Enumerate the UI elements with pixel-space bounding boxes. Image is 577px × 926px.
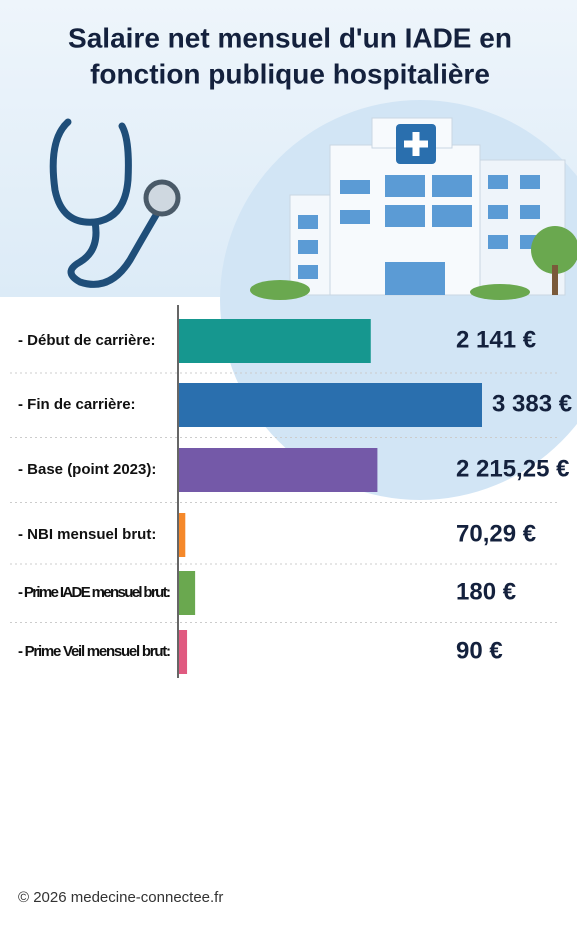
- value-label: 2 215,25 €: [456, 455, 569, 482]
- value-label: 180 €: [456, 578, 516, 605]
- value-label: 90 €: [456, 637, 503, 664]
- value-label: 2 141 €: [456, 326, 536, 353]
- bar: [179, 571, 196, 615]
- chart-title-line: Salaire net mensuel d'un IADE en: [68, 22, 512, 53]
- category-label: - Base (point 2023):: [18, 461, 156, 478]
- footer: © 2026 medecine-connectee.fr: [18, 889, 223, 906]
- stethoscope: [49, 118, 181, 288]
- bar: [179, 630, 188, 674]
- hospital: [250, 117, 577, 300]
- category-label: - Fin de carrière:: [18, 396, 136, 413]
- bar: [179, 319, 371, 363]
- bar: [179, 513, 186, 557]
- chart-title-line: fonction publique hospitalière: [90, 58, 490, 89]
- category-label: - Prime Veil mensuel brut:: [18, 643, 171, 660]
- category-label: - NBI mensuel brut:: [18, 526, 156, 543]
- bar: [179, 383, 482, 427]
- category-label: - Début de carrière:: [18, 332, 156, 349]
- value-label: 70,29 €: [456, 520, 536, 547]
- category-label: - Prime IADE mensuel brut:: [18, 584, 171, 601]
- bar: [179, 448, 378, 492]
- value-label: 3 383 €: [492, 390, 572, 417]
